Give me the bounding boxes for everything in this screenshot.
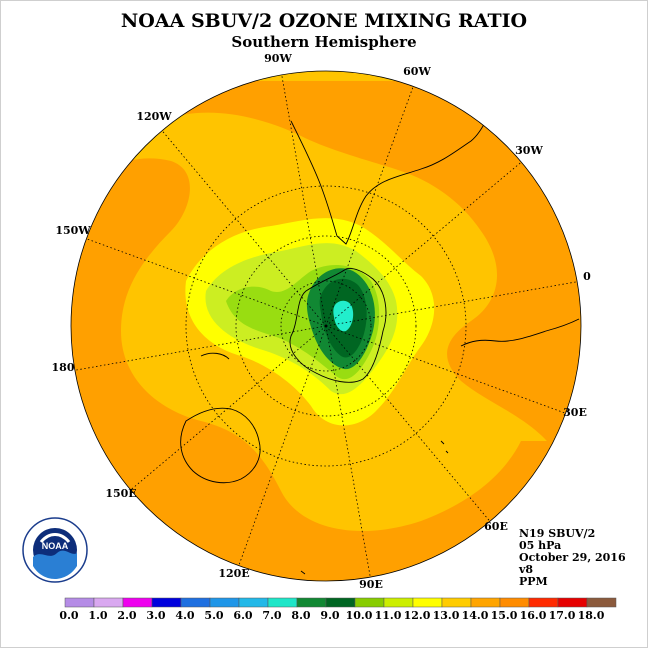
colorbar-swatch	[354, 597, 385, 608]
antarctica-coastline	[289, 268, 387, 383]
lon-label-60w: 60W	[403, 65, 431, 78]
meridian-line	[325, 325, 491, 522]
info-block: N19 SBUV/2 05 hPa October 29, 2016 v8 PP…	[518, 527, 626, 588]
colorbar-swatch	[209, 597, 240, 608]
colorbar-tick-label: 15.0	[491, 609, 518, 622]
colorbar-tick-label: 10.0	[346, 609, 373, 622]
map-edge	[70, 70, 582, 582]
meridian-line	[325, 161, 522, 327]
meridian-line	[74, 325, 327, 371]
info-satellite: N19 SBUV/2	[519, 527, 595, 540]
lat-circle-60s	[185, 185, 467, 467]
map-title: NOAA SBUV/2 OZONE MIXING RATIO	[121, 10, 527, 32]
orange-region-west	[71, 158, 561, 581]
latitude-circles	[185, 185, 467, 467]
colorbar-tick-label: 5.0	[204, 609, 223, 622]
colorbar-swatch	[238, 597, 269, 608]
lon-label-120e: 120E	[218, 567, 249, 580]
colorbar-tick-label: 8.0	[291, 609, 310, 622]
info-units: PPM	[519, 575, 548, 588]
colorbar-tick-label: 16.0	[520, 609, 547, 622]
colorbar-swatch	[470, 597, 501, 608]
colorbar-swatch	[528, 597, 559, 608]
lon-label-60e: 60E	[484, 520, 508, 533]
colorbar-swatch	[499, 597, 530, 608]
lon-label-180: 180	[52, 361, 75, 374]
colorbar-tick-label: 7.0	[262, 609, 281, 622]
lon-label-150w: 150W	[55, 224, 91, 237]
lon-label-90e: 90E	[359, 578, 383, 591]
colorbar-tick-label: 9.0	[320, 609, 339, 622]
colorbar-tick-label: 13.0	[433, 609, 460, 622]
colorbar-tick-label: 1.0	[88, 609, 107, 622]
meridian-line	[86, 238, 327, 327]
noaa-logo-text: NOAA	[42, 541, 69, 551]
map-subtitle: Southern Hemisphere	[231, 33, 416, 51]
info-pressure: 05 hPa	[519, 539, 561, 552]
meridian-line	[161, 130, 327, 327]
colorbar-tick-label: 12.0	[404, 609, 431, 622]
colorbar-swatch	[586, 597, 617, 608]
orange-region-north	[161, 81, 581, 461]
colorbar-tick-label: 18.0	[578, 609, 605, 622]
colorbar-swatch	[64, 597, 95, 608]
meridian-line	[325, 281, 578, 327]
colorbar: 0.0 1.0 2.0 3.0 4.0 5.0 6.0 7.0 8.0 9.0 10.0 11.0 12…	[59, 597, 617, 622]
colorbar-swatch	[412, 597, 443, 608]
coastlines	[180, 112, 580, 575]
lon-label-120w: 120W	[136, 110, 172, 123]
colorbar-tick-label: 0.0	[59, 609, 78, 622]
info-date: October 29, 2016	[519, 551, 626, 564]
colorbar-swatch	[151, 597, 182, 608]
noaa-logo: NOAA	[22, 517, 88, 583]
colorbar-tick-label: 2.0	[117, 609, 136, 622]
longitude-labels: 90W 60W 30W 0 30E 60E 90E 120E 150E 180 …	[52, 52, 592, 591]
lon-label-0: 0	[583, 270, 591, 283]
polar-map	[71, 71, 581, 581]
colorbar-tick-label: 4.0	[175, 609, 194, 622]
info-version: v8	[518, 563, 533, 576]
colorbar-swatch	[180, 597, 211, 608]
colorbar-swatch	[267, 597, 298, 608]
colorbar-tick-label: 6.0	[233, 609, 252, 622]
meridian-line	[238, 325, 327, 566]
meridian-line	[281, 74, 327, 327]
indian-ocean-islands	[300, 440, 449, 575]
new-zealand-coastline	[200, 352, 230, 360]
meridians	[74, 74, 578, 578]
lon-label-30w: 30W	[515, 144, 543, 157]
colorbar-swatch	[383, 597, 414, 608]
colorbar-tick-label: 14.0	[462, 609, 489, 622]
colorbar-swatch	[296, 597, 327, 608]
meridian-line	[325, 86, 414, 327]
colorbar-tick-label: 3.0	[146, 609, 165, 622]
colorbar-swatch	[122, 597, 153, 608]
colorbar-tick-label: 17.0	[549, 609, 576, 622]
lon-label-150e: 150E	[105, 487, 136, 500]
colorbar-swatch	[93, 597, 124, 608]
lon-label-30e: 30E	[563, 406, 587, 419]
colorbar-swatch	[557, 597, 588, 608]
colorbar-tick-label: 11.0	[375, 609, 402, 622]
meridian-line	[325, 325, 566, 414]
south-america-coastline	[290, 112, 492, 245]
lat-circle-70s	[235, 235, 417, 417]
meridian-line	[325, 325, 371, 578]
colorbar-swatch	[325, 597, 356, 608]
meridian-line	[130, 325, 327, 491]
africa-coastline	[460, 318, 580, 347]
lon-label-90w: 90W	[264, 52, 292, 65]
colorbar-swatch	[441, 597, 472, 608]
lat-circle-80s	[280, 280, 372, 372]
